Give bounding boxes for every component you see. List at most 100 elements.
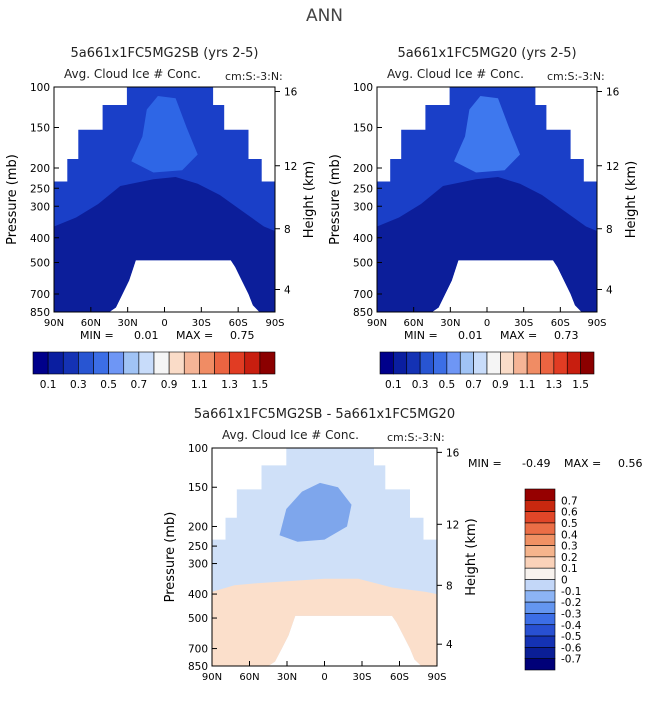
y-right-axis-label: Height (km) [464, 518, 479, 595]
y-tick-label: 850 [188, 661, 208, 673]
chart-subtitle: Avg. Cloud Ice # Conc. [387, 67, 524, 81]
x-tick-label: 30N [440, 318, 460, 329]
y-tick-label: 250 [30, 183, 50, 195]
colorbar-swatch [524, 522, 556, 535]
colorbar-swatch [108, 351, 125, 375]
x-tick-label: 30S [352, 672, 371, 683]
colorbar-swatch [524, 613, 556, 626]
field-inner [131, 96, 198, 173]
y-tick-label: 150 [353, 123, 373, 135]
x-tick-label: 90N [367, 318, 387, 329]
colorbar-swatch [473, 351, 488, 375]
y-tick-label: 700 [30, 289, 50, 301]
x-tick-label: 30N [118, 318, 138, 329]
x-tick-label: 60N [239, 672, 259, 683]
y-tick-label: 100 [353, 82, 373, 94]
colorbar-swatch [433, 351, 448, 375]
colorbar-label: 0.1 [40, 379, 57, 391]
chart-panel-1: 5a661x1FC5MG2SB (yrs 2-5) Avg. Cloud Ice … [5, 46, 317, 391]
y-right-tick-label: 16 [284, 87, 298, 99]
colorbar-swatch [459, 351, 474, 375]
colorbar-label: 1.3 [221, 379, 238, 391]
colorbar-swatch [153, 351, 170, 375]
colorbar-swatch [524, 590, 556, 603]
colorbar-swatch [524, 556, 556, 569]
field-group [212, 448, 437, 666]
y-right-tick-label: 12 [446, 519, 459, 531]
colorbar-swatch [540, 351, 555, 375]
chart-subtitle: Avg. Cloud Ice # Conc. [64, 67, 201, 81]
y-tick-label: 300 [353, 201, 373, 213]
colorbar-swatch [393, 351, 408, 375]
x-tick-label: 60N [81, 318, 101, 329]
chart-units: cm:S:-3:N: [225, 70, 283, 83]
x-tick-label: 0 [161, 318, 167, 329]
chart-units: cm:S:-3:N: [547, 70, 605, 83]
colorbar-label: 1.3 [546, 379, 563, 391]
colorbar-label: -0.7 [561, 654, 582, 666]
colorbar-swatch [524, 658, 556, 671]
colorbar-label: 0.5 [100, 379, 117, 391]
chart-title: 5a661x1FC5MG2SB (yrs 2-5) [70, 46, 258, 61]
x-tick-label: 90S [587, 318, 606, 329]
y-tick-label: 850 [30, 307, 50, 319]
y-tick-label: 100 [30, 82, 50, 94]
y-right-tick-label: 8 [606, 224, 613, 236]
y-tick-label: 400 [353, 233, 373, 245]
chart-title: 5a661x1FC5MG20 (yrs 2-5) [397, 46, 576, 61]
y-tick-label: 400 [30, 233, 50, 245]
y-tick-label: 300 [188, 559, 208, 571]
y-tick-label: 400 [188, 589, 208, 601]
colorbar-label: 0.5 [561, 518, 578, 530]
colorbar-label: 0.6 [561, 507, 578, 519]
colorbar-swatch [524, 511, 556, 524]
y-tick-label: 100 [188, 443, 208, 455]
colorbar-label: 1.1 [519, 379, 536, 391]
y-tick-label: 500 [30, 258, 50, 270]
x-tick-label: 90S [265, 318, 284, 329]
colorbar-label: 0.7 [561, 495, 578, 507]
colorbar-swatch [566, 351, 581, 375]
colorbar-swatch [486, 351, 501, 375]
y-tick-label: 150 [188, 482, 208, 494]
colorbar-swatch [62, 351, 79, 375]
y-tick-label: 500 [353, 258, 373, 270]
colorbar-label: 0.9 [492, 379, 509, 391]
x-tick-label: 90S [427, 672, 446, 683]
colorbar-swatch [524, 624, 556, 637]
y-tick-label: 850 [353, 307, 373, 319]
colorbar-label: -0.6 [561, 642, 582, 654]
x-tick-label: 90N [44, 318, 64, 329]
min-label: MIN = [404, 329, 438, 342]
colorbar-label: 0.1 [385, 379, 402, 391]
y-tick-label: 250 [353, 183, 373, 195]
x-tick-label: 60S [229, 318, 248, 329]
colorbar-label: 1.5 [572, 379, 589, 391]
colorbar-label: 0.4 [561, 529, 578, 541]
colorbar-swatch [168, 351, 185, 375]
colorbar-label: 0.2 [561, 552, 578, 564]
colorbar-swatch [32, 351, 49, 375]
min-value: 0.01 [458, 329, 483, 342]
colorbar-swatch [47, 351, 64, 375]
min-label: MIN = [468, 457, 502, 470]
colorbar-swatch [446, 351, 461, 375]
field-lower [212, 578, 437, 666]
colorbar-label: 0.7 [465, 379, 482, 391]
x-tick-label: 30N [277, 672, 297, 683]
min-label: MIN = [80, 329, 114, 342]
max-value: 0.75 [230, 329, 255, 342]
y-right-tick-label: 12 [284, 161, 297, 173]
x-tick-label: 60N [404, 318, 424, 329]
colorbar-swatch [524, 488, 556, 501]
colorbar-swatch [524, 545, 556, 558]
max-value: 0.73 [554, 329, 579, 342]
colorbar-label: 0.3 [70, 379, 87, 391]
y-tick-label: 300 [30, 201, 50, 213]
colorbar-swatch [419, 351, 434, 375]
y-axis-label: Pressure (mb) [328, 154, 343, 245]
y-right-tick-label: 4 [606, 285, 613, 297]
colorbar-label: 0.3 [412, 379, 429, 391]
y-right-tick-label: 4 [446, 639, 453, 651]
colorbar-label: -0.4 [561, 620, 582, 632]
